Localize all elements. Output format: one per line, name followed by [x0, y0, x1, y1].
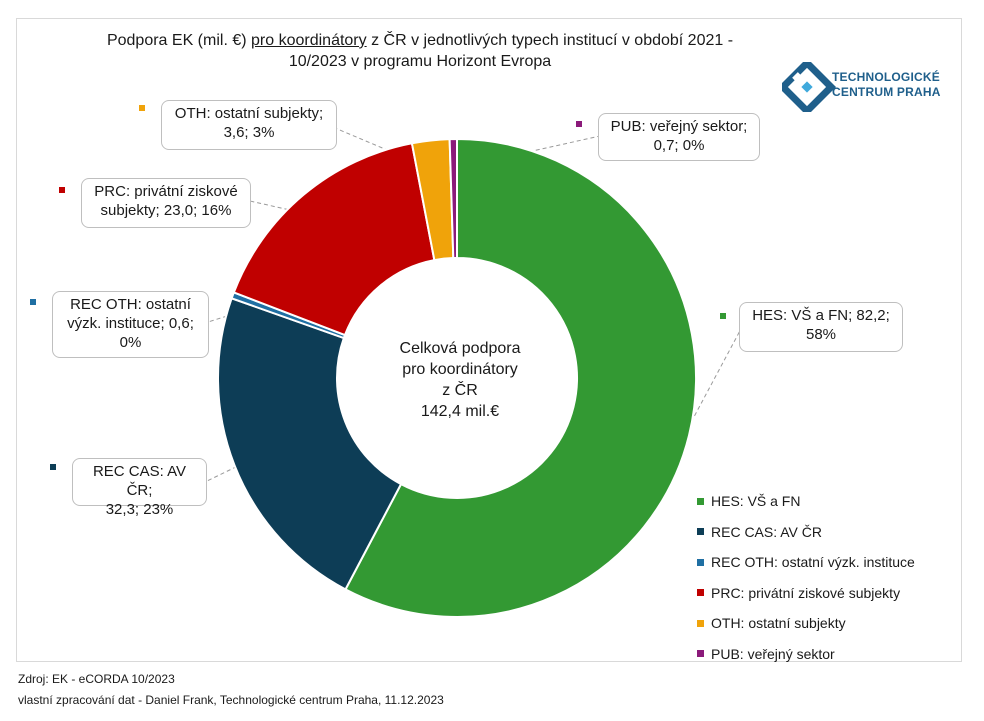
label-color-marker [30, 299, 36, 305]
data-label-line: 32,3; 23% [105, 501, 174, 518]
legend-item-hes: HES: VŠ a FN [697, 486, 915, 517]
data-label-prc: PRC: privátní ziskové subjekty; 23,0; 16% [81, 178, 251, 228]
data-label-line: HES: VŠ a FN; 82,2; [752, 307, 890, 324]
data-label-line: REC CAS: AV ČR; [92, 463, 187, 499]
data-label-line: subjekty; 23,0; 16% [100, 202, 232, 219]
data-label-line: 0% [119, 334, 142, 351]
chart-title: Podpora EK (mil. €) pro koordinátory z Č… [60, 30, 780, 72]
center-line-4: 142,4 mil.€ [420, 403, 500, 420]
legend: HES: VŠ a FN REC CAS: AV ČR REC OTH: ostat… [697, 486, 915, 669]
center-line-2: pro koordinátory [402, 361, 518, 378]
legend-item-prc: PRC: privátní ziskové subjekty [697, 578, 915, 609]
legend-label: REC CAS: AV ČR [711, 523, 822, 540]
data-label-line: REC OTH: ostatní [70, 296, 191, 313]
legend-swatch [697, 558, 704, 566]
legend-item-rec-oth: REC OTH: ostatní výzk. instituce [697, 547, 915, 578]
legend-item-pub: PUB: veřejný sektor [697, 639, 915, 670]
logo-line2: CENTRUM PRAHA [832, 85, 941, 99]
data-label-rec-cas: REC CAS: AV ČR; 32,3; 23% [72, 458, 207, 518]
slice-hes-0 [344, 137, 697, 618]
legend-swatch [697, 528, 704, 536]
data-label-hes: HES: VŠ a FN; 82,2; 58% [739, 302, 903, 352]
label-color-marker [720, 313, 726, 319]
legend-swatch [697, 497, 704, 505]
data-label-line: PUB: veřejný sektor; [610, 118, 748, 135]
data-label-line: PRC: privátní ziskové [94, 183, 238, 200]
legend-label: PRC: privátní ziskové subjekty [711, 584, 901, 601]
legend-swatch [697, 589, 704, 597]
data-label-rec-oth: REC OTH: ostatní výzk. instituce; 0,6; 0% [52, 291, 209, 358]
slice-pub-5 [448, 137, 458, 260]
legend-item-oth: OTH: ostatní subjekty [697, 608, 915, 639]
title-line2: 10/2023 v programu Horizont Evropa [288, 53, 552, 70]
slice-prc-3 [232, 142, 436, 337]
processing-note: vlastní zpracování dat - Daniel Frank, T… [18, 693, 444, 707]
logo-icon [782, 62, 836, 112]
legend-swatch [697, 619, 704, 627]
data-label-line: 0,7; 0% [653, 137, 705, 154]
label-color-marker [139, 105, 145, 111]
legend-label: OTH: ostatní subjekty [711, 615, 846, 632]
label-color-marker [50, 464, 56, 470]
legend-label: PUB: veřejný sektor [711, 645, 835, 662]
legend-item-rec-cas: REC CAS: AV ČR [697, 517, 915, 548]
label-color-marker [59, 187, 65, 193]
title-part2: pro koordinátory [251, 32, 367, 49]
title-part1: Podpora EK (mil. €) [106, 32, 252, 49]
center-line-1: Celková podpora [399, 340, 521, 357]
logo-line1: TECHNOLOGICKÉ [832, 70, 940, 84]
data-label-line: výzk. instituce; 0,6; [67, 315, 194, 332]
title-part3: z ČR v jednotlivých typech institucí v o… [366, 32, 734, 49]
donut-center-label: Celková podpora pro koordinátory z ČR 14… [370, 338, 550, 422]
leader-line-hes [684, 326, 743, 435]
legend-label: HES: VŠ a FN [711, 493, 801, 510]
slice-rec-cas-1 [217, 297, 403, 591]
source-note: Zdroj: EK - eCORDA 10/2023 [18, 672, 175, 686]
label-color-marker [576, 121, 582, 127]
center-line-3: z ČR [442, 382, 478, 399]
data-label-line: OTH: ostatní subjekty; [174, 105, 324, 122]
legend-swatch [697, 650, 704, 658]
data-label-oth: OTH: ostatní subjekty; 3,6; 3% [161, 100, 337, 150]
data-label-line: 58% [805, 326, 837, 343]
donut-slices [217, 137, 697, 618]
data-label-line: 3,6; 3% [223, 124, 275, 141]
logo-text: TECHNOLOGICKÉ CENTRUM PRAHA [832, 70, 941, 100]
legend-label: REC OTH: ostatní výzk. instituce [711, 554, 915, 571]
data-label-pub: PUB: veřejný sektor; 0,7; 0% [598, 113, 760, 161]
leader-line-prc [249, 200, 323, 218]
